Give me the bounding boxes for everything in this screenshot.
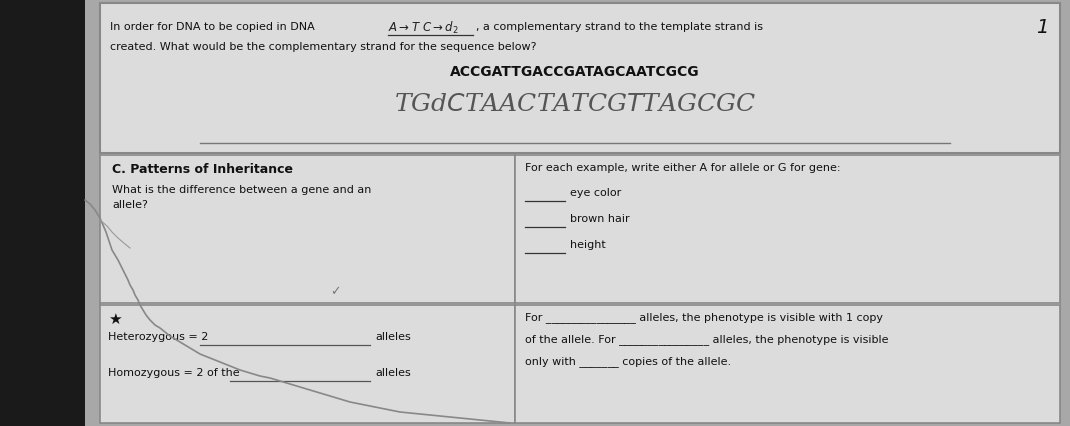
Text: Homozygous = 2 of the: Homozygous = 2 of the	[108, 368, 240, 378]
Text: brown hair: brown hair	[570, 214, 629, 224]
FancyBboxPatch shape	[515, 305, 1060, 423]
Text: Heterozygous = 2: Heterozygous = 2	[108, 332, 209, 342]
Text: What is the difference between a gene and an
allele?: What is the difference between a gene an…	[112, 185, 371, 210]
Text: , a complementary strand to the template strand is: , a complementary strand to the template…	[476, 22, 763, 32]
Text: alleles: alleles	[374, 368, 411, 378]
Text: 1: 1	[1036, 18, 1048, 37]
FancyBboxPatch shape	[100, 155, 515, 303]
Text: of the allele. For ________________ alleles, the phenotype is visible: of the allele. For ________________ alle…	[525, 334, 888, 345]
Text: ★: ★	[108, 312, 122, 327]
Text: In order for DNA to be copied in DNA: In order for DNA to be copied in DNA	[110, 22, 315, 32]
Text: only with _______ copies of the allele.: only with _______ copies of the allele.	[525, 356, 731, 367]
Text: For each example, write either A for allele or G for gene:: For each example, write either A for all…	[525, 163, 841, 173]
Text: ✓: ✓	[330, 285, 340, 298]
Text: ACCGATTGACCGATAGCAATCGCG: ACCGATTGACCGATAGCAATCGCG	[450, 65, 700, 79]
FancyBboxPatch shape	[0, 0, 85, 426]
Text: C. Patterns of Inheritance: C. Patterns of Inheritance	[112, 163, 293, 176]
FancyBboxPatch shape	[100, 3, 1060, 423]
FancyBboxPatch shape	[100, 3, 1060, 153]
Text: $A \rightarrow T\ C \rightarrow d_2$: $A \rightarrow T\ C \rightarrow d_2$	[388, 20, 459, 36]
Text: For ________________ alleles, the phenotype is visible with 1 copy: For ________________ alleles, the phenot…	[525, 312, 883, 323]
Text: created. What would be the complementary strand for the sequence below?: created. What would be the complementary…	[110, 42, 536, 52]
FancyBboxPatch shape	[515, 155, 1060, 303]
Text: eye color: eye color	[570, 188, 622, 198]
Text: TGd$\mathit{C}$TAACTATCG$\mathit{T}$TAGCGC: TGd$\mathit{C}$TAACTATCG$\mathit{T}$TAGC…	[394, 93, 756, 116]
FancyBboxPatch shape	[85, 0, 1070, 426]
Text: alleles: alleles	[374, 332, 411, 342]
Text: height: height	[570, 240, 606, 250]
FancyBboxPatch shape	[100, 305, 515, 423]
